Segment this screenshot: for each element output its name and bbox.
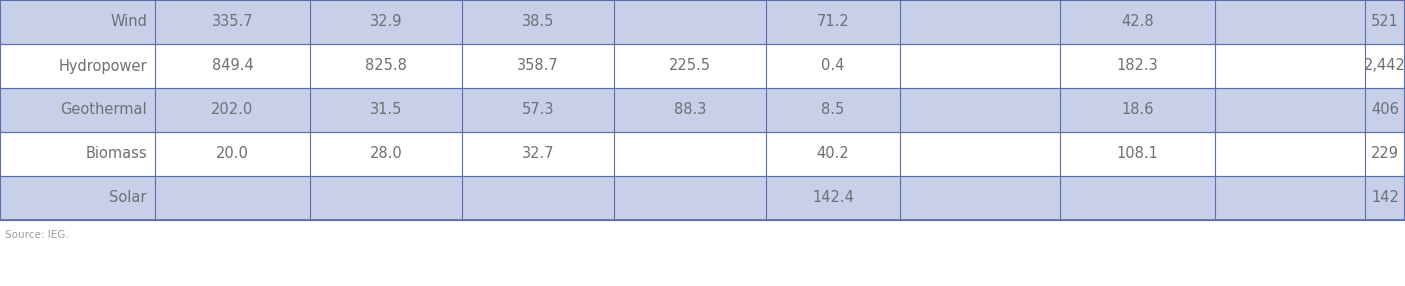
Text: 42.8: 42.8 [1121,15,1154,29]
Text: 108.1: 108.1 [1117,146,1159,162]
Text: 406: 406 [1371,102,1399,118]
Bar [0,44,1405,88]
Text: 225.5: 225.5 [669,59,711,74]
Text: Biomass: Biomass [86,146,148,162]
Text: Solar: Solar [110,190,148,206]
Text: 521: 521 [1371,15,1399,29]
Text: 0.4: 0.4 [822,59,844,74]
Text: 71.2: 71.2 [816,15,850,29]
Text: 229: 229 [1371,146,1399,162]
Text: 28.0: 28.0 [370,146,402,162]
Text: 825.8: 825.8 [365,59,407,74]
Text: 31.5: 31.5 [370,102,402,118]
Text: Hydropower: Hydropower [59,59,148,74]
Text: 202.0: 202.0 [211,102,254,118]
Text: 38.5: 38.5 [521,15,554,29]
Text: 8.5: 8.5 [822,102,844,118]
Text: 20.0: 20.0 [216,146,249,162]
Text: 32.9: 32.9 [370,15,402,29]
Text: 849.4: 849.4 [212,59,253,74]
Text: 2,442: 2,442 [1364,59,1405,74]
Text: 32.7: 32.7 [521,146,555,162]
Bar [0,176,1405,220]
Text: Source: IEG.: Source: IEG. [6,230,69,240]
Text: 18.6: 18.6 [1121,102,1154,118]
Text: 358.7: 358.7 [517,59,559,74]
Text: 57.3: 57.3 [521,102,554,118]
Text: 182.3: 182.3 [1117,59,1158,74]
Text: Geothermal: Geothermal [60,102,148,118]
Bar [0,132,1405,176]
Text: 142: 142 [1371,190,1399,206]
Text: 88.3: 88.3 [674,102,707,118]
Text: Wind: Wind [110,15,148,29]
Bar [0,88,1405,132]
Bar [0,0,1405,44]
Text: 40.2: 40.2 [816,146,850,162]
Text: 335.7: 335.7 [212,15,253,29]
Text: 142.4: 142.4 [812,190,854,206]
